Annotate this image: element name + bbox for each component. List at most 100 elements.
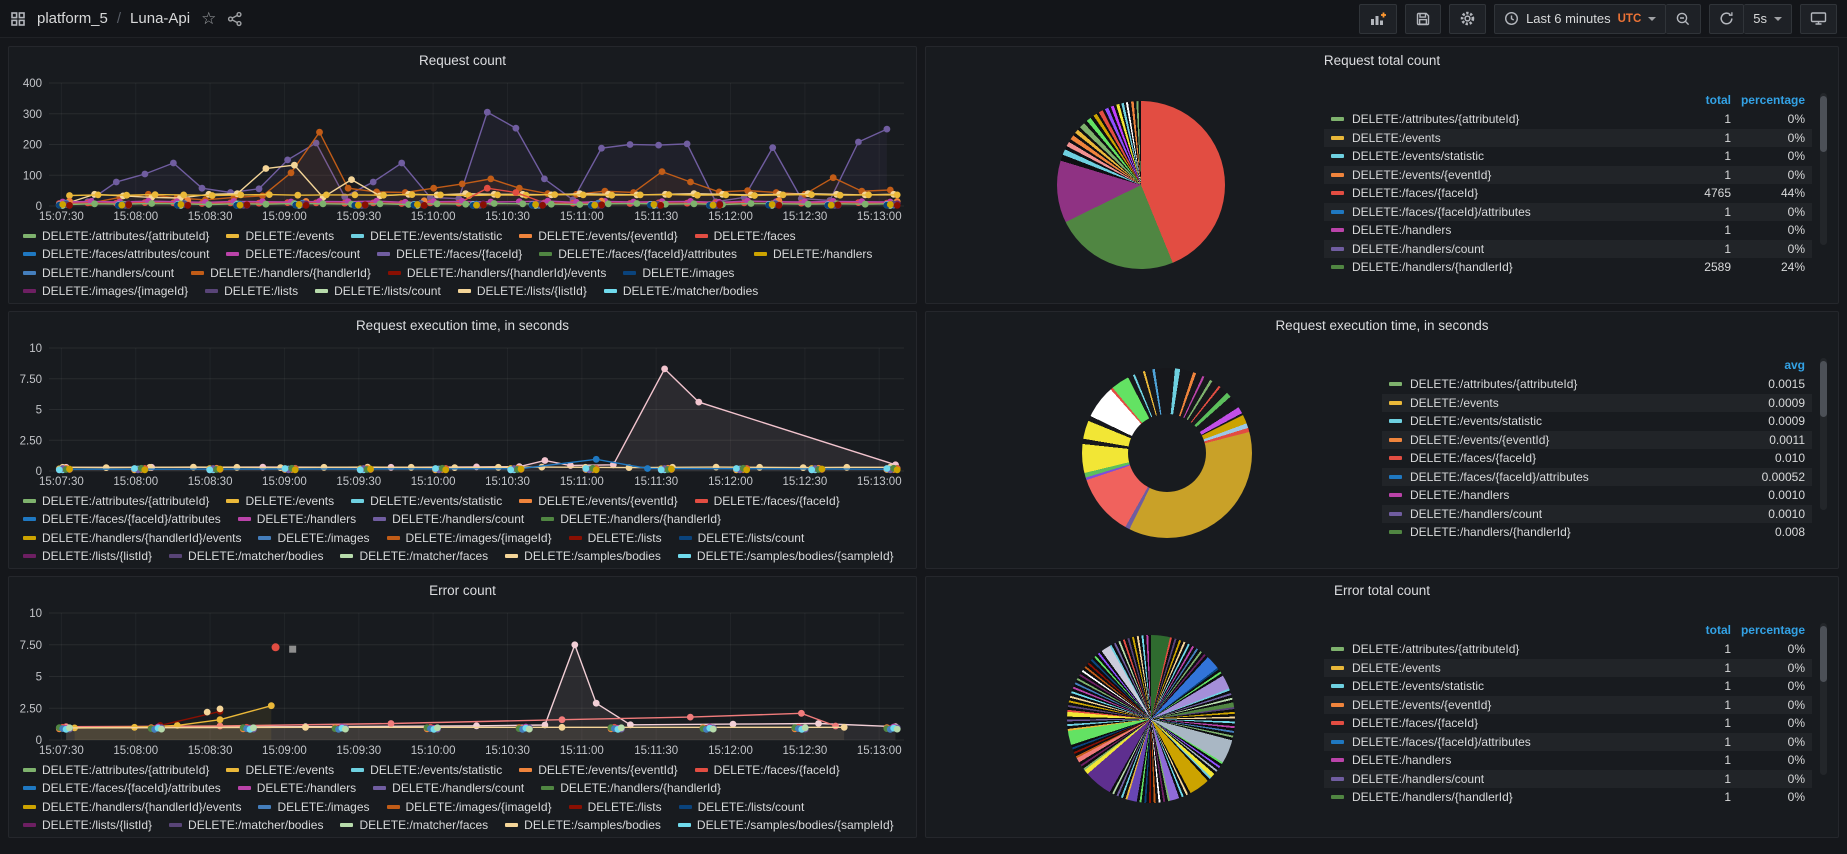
legend-item[interactable]: DELETE:/matcher/faces	[340, 549, 488, 563]
legend-table-row[interactable]: DELETE:/handlers/count 1 0%	[1324, 769, 1812, 788]
legend-item[interactable]: DELETE:/matcher/bodies	[169, 549, 323, 563]
legend-item[interactable]: DELETE:/lists	[568, 800, 662, 814]
legend-item[interactable]: DELETE:/handlers/{handlerId}/events	[23, 531, 241, 545]
legend-table-row[interactable]: DELETE:/faces/{faceId}/attributes 1 0%	[1324, 732, 1812, 751]
time-range-picker[interactable]: Last 6 minutes UTC	[1494, 3, 1667, 34]
legend-table-row[interactable]: DELETE:/events 0.0009	[1382, 393, 1812, 412]
timeseries-chart[interactable]: 0 100 200 300 400 15:07:30 15:08:00 15:08:30 15:…	[13, 75, 910, 223]
series-label[interactable]: DELETE:/attributes/{attributeId}	[1331, 642, 1657, 656]
legend-table-row[interactable]: DELETE:/handlers/{handlerId} 0.008	[1382, 523, 1812, 542]
legend-item[interactable]: DELETE:/lists/{listId}	[23, 549, 152, 563]
series-label[interactable]: DELETE:/events	[1389, 396, 1731, 410]
legend-item[interactable]: DELETE:/handlers/count	[23, 266, 174, 280]
series-label[interactable]: DELETE:/attributes/{attributeId}	[1389, 377, 1731, 391]
save-dashboard-button[interactable]	[1405, 3, 1442, 34]
series-label[interactable]: DELETE:/faces/{faceId}/attributes	[1331, 205, 1657, 219]
column-header[interactable]: total	[1705, 92, 1731, 107]
breadcrumb-dashboard[interactable]: Luna-Api	[130, 10, 191, 27]
series-label[interactable]: DELETE:/handlers	[1331, 753, 1657, 767]
legend-table-row[interactable]: DELETE:/attributes/{attributeId} 0.0015	[1382, 375, 1812, 394]
series-label[interactable]: DELETE:/events/{eventId}	[1331, 168, 1657, 182]
legend-table-row[interactable]: DELETE:/events 1 0%	[1324, 128, 1812, 147]
legend-item[interactable]: DELETE:/events/statistic	[351, 494, 502, 508]
series-label[interactable]: DELETE:/handlers	[1389, 488, 1731, 502]
panel-title[interactable]: Request execution time, in seconds	[355, 318, 570, 333]
legend-item[interactable]: DELETE:/attributes/{attributeId}	[23, 494, 209, 508]
legend-item[interactable]: DELETE:/lists	[568, 531, 662, 545]
series-label[interactable]: DELETE:/faces/{faceId}/attributes	[1389, 470, 1731, 484]
legend-item[interactable]: DELETE:/images	[258, 800, 370, 814]
legend-item[interactable]: DELETE:/faces/attributes/count	[23, 247, 209, 261]
scrollbar-thumb[interactable]	[1820, 96, 1827, 152]
series-label[interactable]: DELETE:/handlers/count	[1331, 242, 1657, 256]
column-header[interactable]: percentage	[1740, 622, 1805, 637]
legend-item[interactable]: DELETE:/images/{imageId}	[23, 284, 188, 298]
pie-chart[interactable]	[1057, 101, 1225, 269]
series-label[interactable]: DELETE:/events/{eventId}	[1331, 698, 1657, 712]
legend-table-row[interactable]: DELETE:/handlers/{handlerId} 1 0%	[1324, 788, 1812, 807]
legend-table-row[interactable]: DELETE:/events 1 0%	[1324, 658, 1812, 677]
legend-item[interactable]: DELETE:/lists/{listId}	[457, 284, 587, 298]
legend-item[interactable]: DELETE:/faces/{faceId}/attributes	[539, 247, 737, 261]
column-header[interactable]: avg	[1784, 357, 1805, 372]
legend-item[interactable]: DELETE:/images/{imageId}	[386, 800, 552, 814]
legend-item[interactable]: DELETE:/faces/{faceId}	[377, 247, 522, 261]
legend-table-row[interactable]: DELETE:/events/{eventId} 1 0%	[1324, 695, 1812, 714]
cycle-view-mode-button[interactable]	[1800, 3, 1837, 34]
legend-item[interactable]: DELETE:/faces/{faceId}/attributes	[23, 512, 221, 526]
legend-table-row[interactable]: DELETE:/faces/{faceId} 1 0%	[1324, 714, 1812, 733]
legend-item[interactable]: DELETE:/lists/count	[678, 531, 804, 545]
legend-item[interactable]: DELETE:/lists	[205, 284, 298, 298]
legend-item[interactable]: DELETE:/faces/{faceId}	[694, 763, 840, 777]
legend-item[interactable]: DELETE:/handlers	[237, 781, 356, 795]
timeseries-chart[interactable]: 0 2.50 5 7.50 10 15:07:30 15:08:00 15:08:30 15:0…	[13, 605, 910, 757]
legend-item[interactable]: DELETE:/events	[226, 494, 334, 508]
legend-table-row[interactable]: DELETE:/handlers 1 0%	[1324, 221, 1812, 240]
series-label[interactable]: DELETE:/handlers/count	[1331, 772, 1657, 786]
legend-item[interactable]: DELETE:/faces/{faceId}	[694, 494, 840, 508]
legend-item[interactable]: DELETE:/samples/bodies/{sampleId}	[677, 818, 894, 832]
legend-item[interactable]: DELETE:/events/statistic	[351, 763, 502, 777]
series-label[interactable]: DELETE:/faces/{faceId}	[1331, 186, 1657, 200]
legend-item[interactable]: DELETE:/images	[623, 266, 734, 280]
star-icon[interactable]: ☆	[201, 9, 217, 28]
series-label[interactable]: DELETE:/faces/{faceId}	[1331, 716, 1657, 730]
legend-item[interactable]: DELETE:/events/statistic	[351, 229, 502, 243]
legend-item[interactable]: DELETE:/handlers/{handlerId}	[191, 266, 371, 280]
legend-table-row[interactable]: DELETE:/events/{eventId} 0.0011	[1382, 430, 1812, 449]
series-label[interactable]: DELETE:/faces/{faceId}/attributes	[1331, 735, 1657, 749]
legend-item[interactable]: DELETE:/matcher/bodies	[169, 818, 323, 832]
legend-item[interactable]: DELETE:/handlers/{handlerId}/events	[387, 266, 606, 280]
legend-scrollbar[interactable]	[1820, 623, 1827, 775]
legend-table-row[interactable]: DELETE:/attributes/{attributeId} 1 0%	[1324, 110, 1812, 129]
column-header[interactable]: total	[1705, 622, 1731, 637]
legend-item[interactable]: DELETE:/handlers/{handlerId}	[541, 781, 721, 795]
legend-item[interactable]: DELETE:/images/{imageId}	[386, 531, 552, 545]
panel-title[interactable]: Request total count	[1323, 53, 1441, 68]
legend-item[interactable]: DELETE:/samples/bodies	[505, 818, 661, 832]
share-icon[interactable]	[227, 11, 243, 27]
panel-title[interactable]: Request execution time, in seconds	[1275, 318, 1489, 333]
series-label[interactable]: DELETE:/handlers/{handlerId}	[1331, 790, 1657, 804]
add-panel-button[interactable]	[1359, 3, 1398, 34]
timeseries-chart[interactable]: 0 2.50 5 7.50 10 15:07:30 15:08:00 15:08:30 15:0…	[13, 340, 910, 488]
legend-table-row[interactable]: DELETE:/handlers 1 0%	[1324, 751, 1812, 770]
legend-table-row[interactable]: DELETE:/handlers/{handlerId} 2589 24%	[1324, 258, 1812, 277]
legend-table-row[interactable]: DELETE:/faces/{faceId}/attributes 1 0%	[1324, 202, 1812, 221]
legend-item[interactable]: DELETE:/events	[226, 229, 334, 243]
legend-item[interactable]: DELETE:/handlers	[237, 512, 356, 526]
legend-item[interactable]: DELETE:/images	[258, 531, 370, 545]
legend-item[interactable]: DELETE:/events/{eventId}	[519, 494, 678, 508]
legend-item[interactable]: DELETE:/events/{eventId}	[519, 763, 678, 777]
legend-table-row[interactable]: DELETE:/events/statistic 1 0%	[1324, 677, 1812, 696]
series-label[interactable]: DELETE:/attributes/{attributeId}	[1331, 112, 1657, 126]
series-label[interactable]: DELETE:/handlers/{handlerId}	[1331, 260, 1657, 274]
legend-item[interactable]: DELETE:/samples/bodies/{sampleId}	[677, 549, 894, 563]
legend-table-row[interactable]: DELETE:/faces/{faceId}/attributes 0.00052	[1382, 467, 1812, 486]
legend-scrollbar[interactable]	[1820, 93, 1827, 245]
legend-table-row[interactable]: DELETE:/attributes/{attributeId} 1 0%	[1324, 640, 1812, 659]
legend-item[interactable]: DELETE:/handlers/count	[373, 512, 524, 526]
scrollbar-thumb[interactable]	[1820, 626, 1827, 682]
column-header[interactable]: percentage	[1740, 92, 1805, 107]
scrollbar-thumb[interactable]	[1820, 361, 1827, 417]
